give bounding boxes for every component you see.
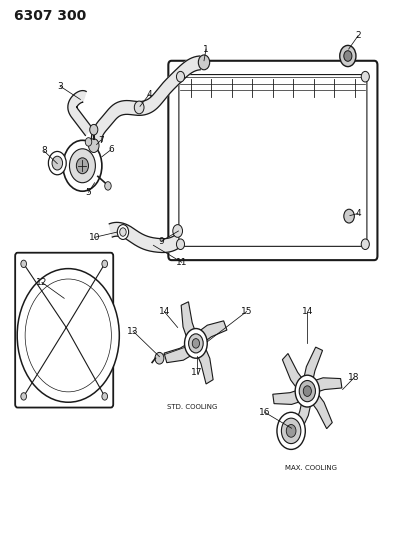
Circle shape [49, 151, 66, 175]
Text: STD. COOLING: STD. COOLING [166, 405, 217, 410]
Polygon shape [302, 347, 323, 392]
Circle shape [76, 158, 89, 174]
Circle shape [155, 352, 164, 364]
Circle shape [85, 138, 92, 146]
Circle shape [295, 375, 319, 407]
Circle shape [282, 418, 301, 443]
FancyBboxPatch shape [15, 253, 113, 408]
Circle shape [286, 424, 296, 437]
Circle shape [299, 381, 315, 402]
Circle shape [198, 55, 210, 70]
Circle shape [188, 334, 203, 353]
Circle shape [340, 45, 356, 67]
Text: MAX. COOLING: MAX. COOLING [285, 465, 337, 471]
Polygon shape [109, 222, 180, 253]
Text: 9: 9 [159, 237, 164, 246]
Polygon shape [306, 378, 342, 395]
Text: 18: 18 [348, 373, 360, 382]
Circle shape [52, 156, 62, 170]
Circle shape [89, 139, 99, 152]
Circle shape [63, 140, 102, 191]
Polygon shape [68, 91, 92, 135]
Text: 6307 300: 6307 300 [13, 10, 86, 23]
Circle shape [90, 124, 98, 135]
Circle shape [117, 224, 129, 239]
Polygon shape [164, 340, 198, 362]
Text: 13: 13 [127, 327, 139, 336]
Text: 10: 10 [89, 233, 100, 242]
Circle shape [176, 71, 184, 82]
Circle shape [134, 101, 144, 114]
FancyBboxPatch shape [169, 61, 377, 260]
Polygon shape [273, 387, 308, 405]
Circle shape [344, 51, 352, 61]
Circle shape [184, 328, 207, 358]
Circle shape [361, 239, 369, 249]
Circle shape [69, 149, 95, 183]
Polygon shape [181, 302, 199, 346]
Polygon shape [292, 390, 313, 435]
Text: 2: 2 [355, 31, 361, 41]
Polygon shape [193, 321, 227, 347]
Text: 6: 6 [108, 146, 114, 155]
Polygon shape [193, 340, 213, 384]
Circle shape [105, 182, 111, 190]
Polygon shape [282, 353, 310, 396]
Circle shape [120, 228, 126, 236]
Text: 4: 4 [355, 209, 361, 218]
Text: 14: 14 [302, 307, 313, 316]
Circle shape [361, 71, 369, 82]
Circle shape [21, 260, 27, 268]
Text: 16: 16 [259, 408, 271, 417]
Text: 12: 12 [36, 278, 48, 287]
Text: 11: 11 [176, 258, 187, 266]
Text: 7: 7 [98, 136, 104, 145]
Text: 15: 15 [241, 307, 252, 316]
Circle shape [173, 224, 182, 237]
Circle shape [17, 269, 119, 402]
Text: 5: 5 [86, 188, 91, 197]
Circle shape [21, 393, 27, 400]
Text: 14: 14 [159, 307, 170, 316]
Circle shape [102, 393, 108, 400]
Text: 1: 1 [203, 45, 209, 54]
Text: 17: 17 [191, 368, 202, 377]
Text: 8: 8 [41, 147, 47, 156]
Circle shape [176, 239, 184, 249]
Circle shape [303, 386, 311, 397]
Circle shape [102, 260, 108, 268]
Circle shape [344, 209, 354, 223]
Polygon shape [91, 56, 200, 142]
Text: 4: 4 [146, 90, 152, 99]
Circle shape [277, 413, 305, 449]
Text: 3: 3 [57, 82, 63, 91]
FancyBboxPatch shape [179, 75, 367, 246]
Polygon shape [305, 386, 332, 429]
Circle shape [192, 338, 200, 348]
